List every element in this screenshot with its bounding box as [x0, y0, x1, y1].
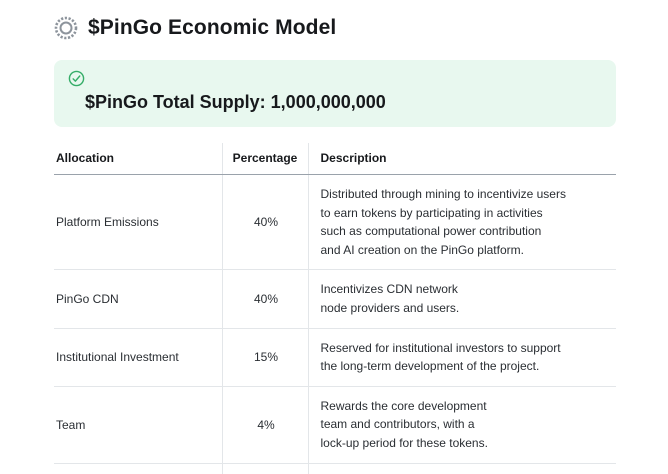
table-row-platform-emissions: Platform Emissions 40% Distributed throu…: [54, 174, 616, 271]
description-cell: Allocated for airdrop activities to prom…: [307, 463, 616, 474]
description-cell: Distributed through mining to incentiviz…: [307, 174, 616, 271]
description-cell: Reserved for institutional investors to …: [307, 328, 616, 387]
percentage-cell: 40%: [221, 269, 308, 329]
page-header: $PinGo Economic Model: [54, 16, 616, 40]
allocation-cell: Team: [54, 386, 222, 464]
percentage-cell: 1%: [221, 463, 308, 474]
percentage-cell: 15%: [221, 328, 308, 387]
table-header-row: Allocation Percentage Description: [54, 143, 616, 175]
table-row-airdrop: Airdrop 1% Allocated for airdrop activit…: [54, 463, 616, 474]
percentage-cell: 4%: [221, 386, 308, 464]
coin-icon: [54, 16, 78, 40]
percentage-cell: 40%: [221, 174, 308, 271]
allocation-cell: Institutional Investment: [54, 328, 222, 387]
description-cell: Rewards the core development team and co…: [307, 386, 616, 464]
page-title: $PinGo Economic Model: [88, 16, 337, 39]
check-circle-icon: [68, 70, 85, 87]
allocation-cell: PinGo CDN: [54, 269, 222, 329]
table-row-institutional-investment: Institutional Investment 15% Reserved fo…: [54, 328, 616, 387]
header-allocation: Allocation: [54, 143, 222, 175]
allocation-cell: Airdrop: [54, 463, 222, 474]
allocation-table: Allocation Percentage Description Platfo…: [54, 143, 616, 474]
description-cell: Incentivizes CDN network node providers …: [307, 269, 616, 329]
total-supply-banner: $PinGo Total Supply: 1,000,000,000: [54, 60, 616, 127]
allocation-cell: Platform Emissions: [54, 174, 222, 271]
header-percentage: Percentage: [221, 143, 308, 175]
table-row-team: Team 4% Rewards the core development tea…: [54, 386, 616, 464]
total-supply-text: $PinGo Total Supply: 1,000,000,000: [85, 92, 386, 112]
header-description: Description: [307, 143, 616, 175]
table-row-pingo-cdn: PinGo CDN 40% Incentivizes CDN network n…: [54, 269, 616, 329]
